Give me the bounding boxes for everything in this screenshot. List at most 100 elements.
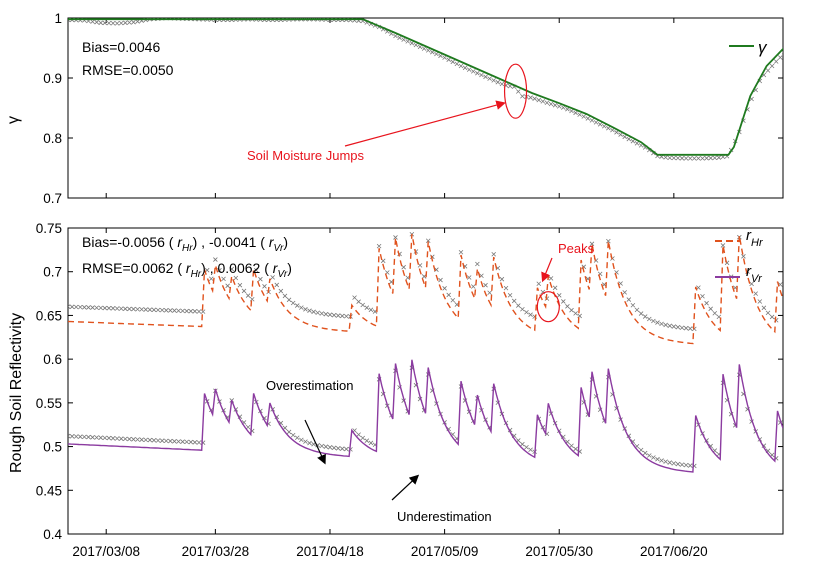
soil-moisture-jumps-label: Soil Moisture Jumps bbox=[247, 148, 365, 163]
gamma-retrieved-point bbox=[700, 156, 705, 161]
y-tick-label: 0.4 bbox=[43, 527, 62, 542]
gamma-retrieved-point bbox=[475, 70, 480, 76]
rmse-h-value: 0.0062 bbox=[131, 260, 174, 276]
vr-retrieved-point bbox=[180, 439, 185, 444]
gamma-retrieved-point bbox=[626, 136, 632, 142]
hr-retrieved-point bbox=[307, 308, 312, 313]
vr-retrieved-point bbox=[364, 438, 370, 444]
hr-retrieved-point bbox=[520, 306, 525, 312]
gamma-retrieved-point bbox=[123, 20, 128, 26]
vr-retrieved-point bbox=[68, 433, 71, 439]
vr-retrieved-point bbox=[651, 455, 656, 460]
x-tick-label: 2017/05/09 bbox=[411, 544, 479, 559]
top-y-axis-label: γ bbox=[5, 116, 22, 124]
gamma-retrieved-point bbox=[556, 104, 562, 109]
y-tick-label: 0.7 bbox=[43, 265, 62, 280]
gamma-retrieved-point bbox=[573, 110, 578, 116]
svg-text:RMSE=0.0062 ( rHr) , 0.0062 (: RMSE=0.0062 ( rHr) , 0.0062 ( rVr) bbox=[82, 260, 292, 280]
hr-retrieved-point bbox=[155, 307, 161, 313]
bottom-plot-frame bbox=[67, 227, 784, 535]
gamma-retrieved-point bbox=[98, 20, 104, 26]
vr-retrieved-point bbox=[655, 456, 660, 462]
hr-retrieved-point bbox=[110, 306, 116, 311]
hr-retrieved-point bbox=[646, 316, 652, 322]
gamma-retrieved-point bbox=[819, 28, 823, 32]
hr-retrieved-point bbox=[270, 275, 275, 280]
hr-retrieved-point bbox=[344, 313, 349, 319]
vr-retrieved-point bbox=[663, 459, 668, 464]
hr-retrieved-point bbox=[425, 238, 431, 244]
gamma-retrieved-point bbox=[532, 96, 537, 101]
vr-retrieved-point bbox=[646, 453, 652, 458]
gamma-retrieved-point bbox=[708, 155, 713, 161]
gamma-retrieved-point bbox=[405, 39, 411, 44]
vr-retrieved-point bbox=[573, 446, 578, 452]
gamma-retrieved-point bbox=[495, 79, 501, 85]
legend-hr-symbol: r bbox=[746, 227, 752, 244]
hr-retrieved-point bbox=[679, 325, 685, 331]
gamma-retrieved-point bbox=[593, 120, 599, 125]
hr-retrieved-point bbox=[655, 320, 660, 325]
hr-retrieved-point bbox=[393, 235, 398, 240]
gamma-retrieved-point bbox=[791, 44, 795, 48]
overestimation-label: Overestimation bbox=[266, 378, 353, 393]
vr-retrieved-point bbox=[123, 436, 128, 442]
hr-retrieved-point bbox=[73, 304, 79, 310]
hr-retrieved-point bbox=[225, 283, 230, 289]
vr-retrieved-markers bbox=[68, 365, 783, 469]
gamma-retrieved-point bbox=[118, 20, 124, 26]
bottom-series-group bbox=[68, 231, 783, 473]
gamma-retrieved-point bbox=[106, 20, 112, 26]
hr-retrieved-point bbox=[687, 326, 693, 331]
x-tick-label: 2017/05/30 bbox=[525, 544, 593, 559]
hr-retrieved-point bbox=[159, 307, 165, 313]
gamma-retrieved-point bbox=[597, 122, 603, 127]
hr-retrieved-point bbox=[458, 249, 464, 255]
hr-retrieved-point bbox=[90, 305, 95, 310]
gamma-retrieved-point bbox=[491, 78, 497, 83]
gamma-retrieved-point bbox=[393, 33, 398, 39]
hr-retrieved-point bbox=[438, 277, 443, 283]
underestimation-arrow bbox=[391, 474, 420, 501]
vr-retrieved-point bbox=[86, 434, 91, 440]
vr-retrieved-point bbox=[106, 435, 112, 441]
gamma-retrieved-point bbox=[692, 156, 697, 161]
hr-retrieved-point bbox=[241, 288, 247, 294]
vr-retrieved-point bbox=[286, 429, 292, 435]
hr-retrieved-point bbox=[516, 303, 521, 308]
hr-retrieved-point bbox=[683, 325, 689, 331]
top-y-ticks: 0.7 0.8 0.9 1 bbox=[43, 11, 783, 206]
top-legend-label: γ bbox=[758, 38, 768, 57]
gamma-retrieved-point bbox=[483, 74, 488, 80]
hr-retrieved-point bbox=[258, 276, 263, 282]
vr-retrieved-point bbox=[94, 435, 99, 440]
overestimation-arrow bbox=[304, 419, 326, 465]
hr-retrieved-point bbox=[589, 241, 595, 247]
hr-retrieved-point bbox=[68, 304, 71, 309]
vr-retrieved-point bbox=[114, 436, 120, 441]
hr-retrieved-point bbox=[327, 312, 333, 318]
gamma-retrieved-point bbox=[704, 155, 709, 161]
vr-retrieved-point bbox=[118, 436, 124, 441]
gamma-retrieved-point bbox=[630, 138, 636, 144]
peaks-circle bbox=[536, 291, 560, 323]
gamma-retrieved-point bbox=[601, 123, 607, 129]
legend-vr-sub: Vr bbox=[751, 273, 763, 285]
hr-retrieved-point bbox=[569, 307, 574, 313]
rmse-prefix: RMSE= bbox=[82, 260, 131, 276]
vr-retrieved-point bbox=[82, 434, 87, 440]
gamma-retrieved-point bbox=[716, 155, 722, 160]
hr-retrieved-point bbox=[761, 305, 767, 311]
hr-retrieved-point bbox=[315, 310, 320, 316]
vr-retrieved-point bbox=[176, 439, 181, 444]
hr-retrieved-point bbox=[82, 305, 87, 310]
hr-retrieved-point bbox=[335, 313, 341, 318]
bottom-legend: rHr rVr bbox=[715, 227, 764, 285]
hr-retrieved-point bbox=[753, 291, 758, 296]
gamma-retrieved-point bbox=[544, 100, 550, 106]
legend-vr-label: rVr bbox=[746, 263, 763, 285]
gamma-retrieved-point bbox=[536, 97, 542, 103]
vr-retrieved-point bbox=[102, 435, 108, 441]
gamma-retrieved-point bbox=[634, 141, 640, 146]
gamma-retrieved-point bbox=[671, 155, 677, 161]
